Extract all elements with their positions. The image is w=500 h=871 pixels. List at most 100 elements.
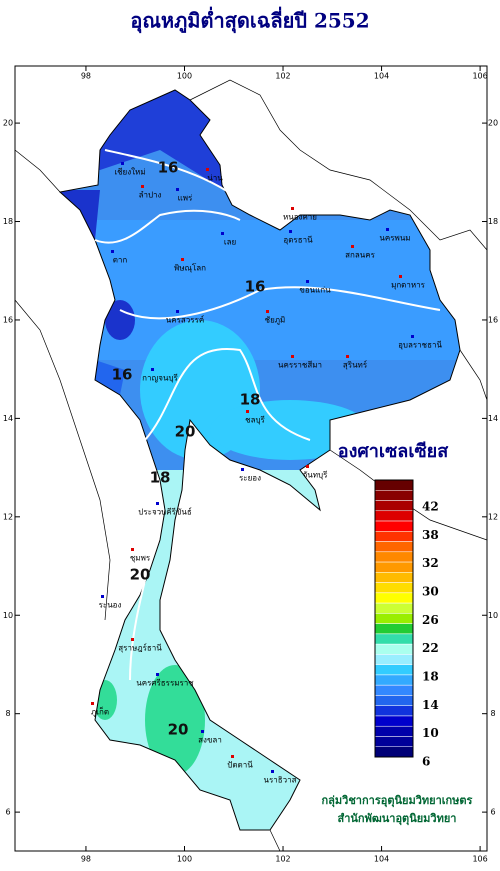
colorbar-label: 6 (422, 755, 430, 769)
place-label: นครราชสีมา (278, 361, 322, 370)
colorbar-swatch (374, 664, 414, 676)
y-tick-label: 20 (3, 119, 13, 128)
y-tick-label: 6 (5, 808, 10, 817)
title: อุณหภูมิต่ำสุดเฉลี่ยปี 2552 (130, 6, 369, 35)
colorbar-label: 26 (422, 613, 439, 627)
credit: สำนักพัฒนาอุตุนิยมวิทยา (338, 812, 457, 826)
x-tick-label: 102 (275, 72, 290, 81)
colorbar-label: 22 (422, 641, 439, 655)
colorbar-swatch (374, 725, 414, 737)
station-marker (241, 468, 244, 471)
place-label: นราธิวาส (263, 776, 296, 785)
place-label: แพร่ (178, 194, 193, 203)
y-tick-label: 16 (3, 315, 13, 324)
station-marker (306, 465, 309, 468)
y-tick-label: 20 (488, 119, 498, 128)
contour-label: 18 (150, 469, 171, 487)
station-marker (306, 280, 309, 283)
place-label: อุดรธานี (283, 236, 313, 245)
colorbar-swatch (374, 623, 414, 635)
x-tick-label: 106 (472, 72, 487, 81)
colorbar-swatch (374, 695, 414, 706)
y-tick-label: 8 (5, 709, 10, 718)
place-label: ระนอง (99, 601, 122, 610)
station-marker (291, 207, 294, 210)
station-marker (156, 673, 159, 676)
contour-label: 16 (158, 159, 179, 177)
x-tick-label: 104 (374, 855, 389, 864)
colorbar-swatch (374, 551, 414, 563)
station-marker (206, 168, 209, 171)
contour-label: 16 (245, 278, 266, 296)
colorbar-label: 30 (422, 585, 439, 599)
station-marker (399, 275, 402, 278)
station-marker (131, 548, 134, 551)
colorbar-swatch (374, 746, 414, 758)
station-marker (246, 410, 249, 413)
station-marker (176, 188, 179, 191)
colorbar-label: 32 (422, 556, 439, 570)
x-tick-label: 102 (275, 855, 290, 864)
station-marker (271, 770, 274, 773)
y-tick-label: 18 (3, 217, 13, 226)
place-label: สุรินทร์ (343, 360, 368, 370)
station-marker (221, 232, 224, 235)
colorbar-frame (374, 479, 414, 758)
y-tick-label: 10 (488, 611, 498, 620)
colorbar-swatch (374, 705, 414, 717)
colorbar-swatch (374, 674, 414, 686)
place-label: มุกดาหาร (391, 281, 426, 290)
place-label: จันทบุรี (303, 471, 329, 480)
place-label: ชัยภูมิ (265, 316, 286, 326)
station-marker (201, 730, 204, 733)
x-tick-label: 100 (177, 855, 192, 864)
place-label: กาญจนบุรี (142, 374, 178, 383)
colorbar-swatch (374, 582, 414, 594)
place-label: ประจวบคีรีขันธ์ (138, 507, 192, 517)
place-label: สุราษฎร์ธานี (118, 643, 162, 653)
colorbar-swatch (374, 613, 414, 624)
station-marker (121, 162, 124, 165)
colorbar-swatch (374, 531, 414, 542)
station-marker (351, 245, 354, 248)
station-marker (291, 355, 294, 358)
x-tick-label: 98 (81, 72, 91, 81)
place-label: ชลบุรี (245, 416, 265, 425)
station-marker (151, 368, 154, 371)
place-label: สกลนคร (345, 251, 375, 260)
contour-label: 20 (168, 721, 189, 739)
station-marker (181, 258, 184, 261)
place-label: นครสวรรค์ (166, 315, 204, 325)
place-label: เชียงใหม่ (114, 168, 145, 177)
colorbar-swatch (374, 490, 414, 501)
colorbar-swatch (374, 643, 414, 655)
place-label: น่าน (207, 174, 223, 183)
station-marker (101, 595, 104, 598)
station-marker (156, 502, 159, 505)
station-marker (411, 335, 414, 338)
x-tick-label: 104 (374, 72, 389, 81)
place-label: สงขลา (198, 736, 222, 745)
y-tick-label: 12 (3, 512, 13, 521)
contour-label: 20 (175, 423, 196, 441)
colorbar-swatch (374, 654, 414, 665)
place-label: ขอนแก่น (299, 286, 331, 295)
colorbar-swatch (374, 592, 414, 604)
colorbar-swatch (374, 500, 414, 512)
colorbar-swatch (374, 736, 414, 747)
colorbar-label: 38 (422, 528, 439, 542)
y-tick-label: 14 (3, 414, 13, 423)
colorbar-swatch (374, 520, 414, 532)
station-marker (289, 230, 292, 233)
place-label: นครพนม (379, 234, 410, 243)
colorbar-swatch (374, 572, 414, 583)
y-tick-label: 6 (490, 808, 495, 817)
colorbar-swatch (374, 715, 414, 727)
y-tick-label: 8 (490, 709, 495, 718)
colorbar-label: 18 (422, 670, 439, 684)
place-label: ชุมพร (130, 554, 151, 563)
contour-label: 18 (240, 391, 261, 409)
contour-label: 16 (112, 366, 133, 384)
x-tick-label: 98 (81, 855, 91, 864)
